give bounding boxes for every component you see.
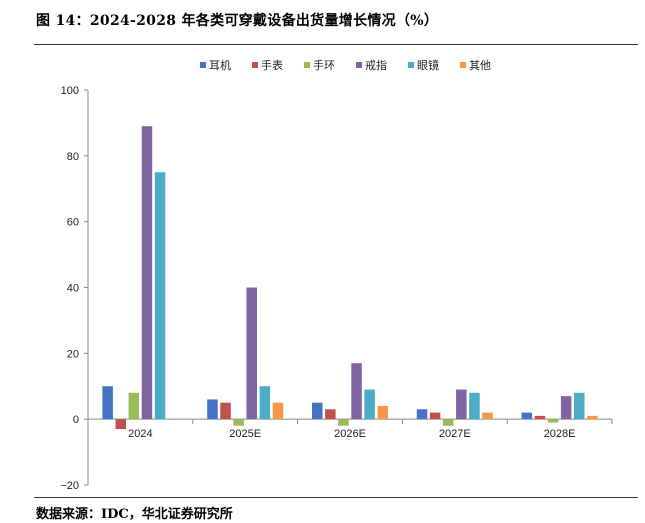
bar [259, 386, 271, 420]
legend-swatch [304, 62, 310, 68]
bar [534, 415, 546, 420]
legend-label: 眼镜 [417, 58, 439, 72]
bar [456, 389, 467, 420]
x-tick-label: 2027E [439, 428, 471, 440]
bar [560, 396, 572, 420]
bar [141, 126, 153, 420]
bar [325, 409, 336, 420]
bar [364, 389, 375, 420]
bar [312, 402, 323, 420]
bar [115, 419, 126, 430]
bar [207, 399, 218, 420]
bar [272, 402, 284, 420]
y-tick-label: 80 [67, 151, 79, 163]
x-tick-label: 2026E [334, 428, 366, 440]
y-tick-label: 40 [67, 283, 79, 295]
x-tick-label: 2025E [229, 428, 261, 440]
title-rule [34, 44, 638, 45]
bar [547, 419, 559, 423]
legend-swatch [460, 62, 466, 68]
legend-swatch [252, 62, 258, 68]
legend-label: 手表 [261, 58, 283, 72]
legend-label: 其他 [469, 59, 491, 72]
legend-label: 戒指 [365, 58, 387, 72]
bar [521, 412, 533, 420]
bar [587, 415, 598, 420]
legend-label: 耳机 [209, 58, 231, 72]
bar [574, 392, 585, 420]
y-tick-label: 60 [67, 217, 79, 229]
bar [128, 392, 140, 420]
legend-swatch [200, 62, 206, 68]
bar [443, 419, 454, 426]
y-tick-label: −20 [60, 480, 79, 492]
bar [233, 419, 244, 426]
source-rule [34, 497, 638, 498]
y-tick-label: 20 [67, 348, 79, 360]
bar [220, 402, 231, 420]
legend-swatch [356, 62, 362, 68]
bar [338, 419, 349, 426]
bar [377, 406, 388, 420]
bar [416, 409, 428, 420]
bar [482, 412, 493, 420]
bar [351, 363, 362, 420]
y-tick-label: 100 [61, 85, 79, 97]
bar [102, 386, 113, 420]
figure-title: 图 14：2024-2028 年各类可穿戴设备出货量增长情况（%） [36, 13, 439, 29]
legend-swatch [408, 62, 414, 68]
legend-label: 手环 [313, 58, 335, 72]
x-tick-label: 2028E [544, 428, 576, 440]
bar [154, 172, 166, 420]
bar [469, 392, 480, 420]
y-tick-label: 0 [73, 414, 79, 426]
x-tick-label: 2024 [128, 428, 152, 440]
bar [246, 287, 257, 420]
bar [429, 412, 441, 420]
source-note: 数据来源：IDC，华北证券研究所 [36, 507, 233, 522]
